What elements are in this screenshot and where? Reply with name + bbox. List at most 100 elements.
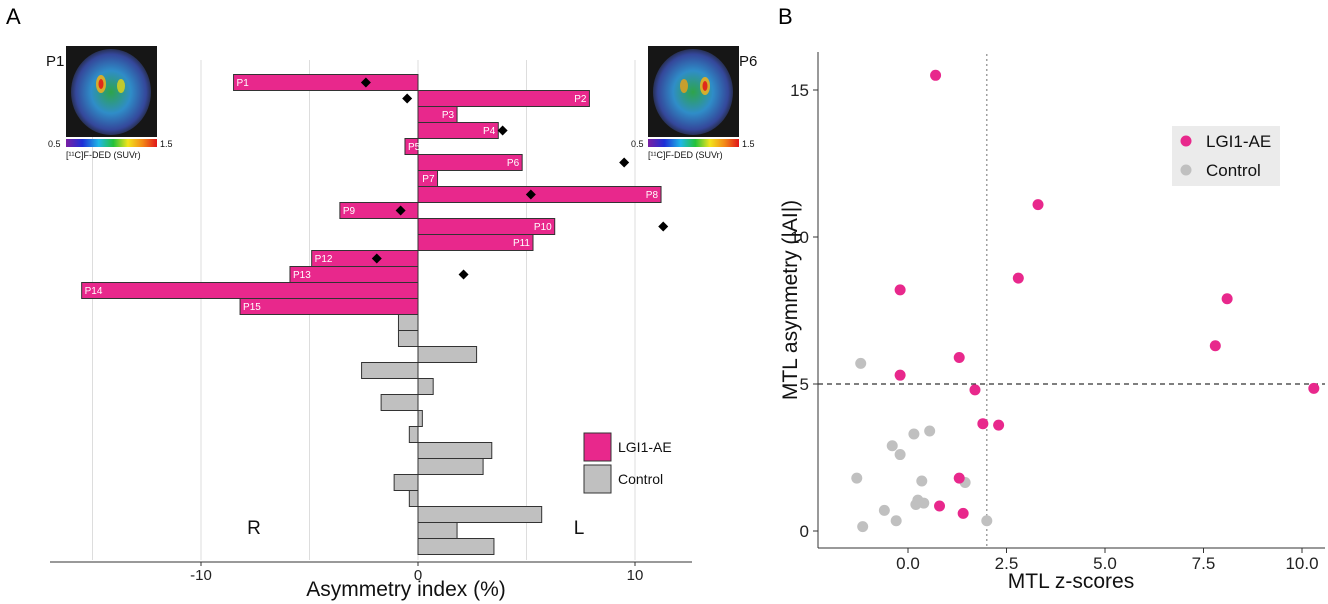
legend-b-lgi1-marker [1180, 135, 1192, 147]
inset-p1-brain [71, 49, 151, 135]
bar-label-p8: P8 [646, 190, 659, 201]
point-lgi1-6 [1209, 340, 1221, 352]
bar-control-5 [417, 378, 434, 395]
bar-label-p9: P9 [343, 206, 356, 217]
bar-control-15 [417, 538, 495, 555]
panel-b: B 0.0 2.5 5.0 7.5 10.0 0 5 10 15 MTL z-scores MT… [778, 4, 1325, 593]
bar-label-p7: P7 [422, 174, 435, 185]
panel-a-x-axis-title: Asymmetry index (%) [306, 578, 506, 601]
legend-a-lgi1-swatch [583, 432, 612, 462]
bar-lgi1-p6 [417, 154, 523, 171]
point-lgi1-3 [1012, 272, 1024, 284]
b-x-tick-label-5.0: 5.0 [1093, 554, 1117, 573]
marker-p6 [619, 157, 630, 168]
b-x-tick-label-2.5: 2.5 [995, 554, 1019, 573]
marker-p1 [360, 77, 371, 88]
legend-a-control-label: Control [618, 471, 663, 487]
panel-a-x-ticks: -10 0 10 [190, 562, 643, 584]
inset-p1-colorbar-max: 1.5 [160, 139, 173, 149]
bar-label-p11: P11 [513, 238, 530, 249]
bar-label-p10: P10 [534, 222, 552, 233]
bar-label-p12: P12 [315, 254, 333, 265]
panel-a-left-hemisphere-label: L [574, 518, 585, 539]
bar-control-1 [397, 314, 419, 331]
panel-b-legend: LGI1-AE Control [1172, 126, 1280, 186]
point-lgi1-14 [934, 500, 946, 512]
x-tick-label-0: 0 [414, 567, 422, 584]
point-control-5 [894, 449, 906, 461]
panel-b-x-axis-title: MTL z-scores [1008, 570, 1134, 593]
point-control-2 [924, 425, 936, 437]
point-lgi1-12 [993, 419, 1005, 431]
panel-b-reference-lines [818, 54, 1325, 548]
point-lgi1-11 [977, 418, 989, 430]
panel-b-points [851, 69, 1320, 533]
marker-p2 [402, 93, 413, 104]
b-x-tick-label-10.0: 10.0 [1285, 554, 1318, 573]
inset-p1-label: P1 [46, 53, 64, 70]
point-lgi1-5 [1221, 293, 1233, 305]
x-tick-label--10: -10 [190, 567, 212, 584]
point-lgi1-10 [1308, 382, 1320, 394]
panel-a-right-hemisphere-label: R [247, 518, 261, 539]
bar-lgi1-p15 [239, 298, 419, 315]
bar-control-12 [408, 490, 419, 507]
bar-control-8 [408, 426, 419, 443]
point-control-6 [916, 475, 928, 487]
bar-label-p3: P3 [442, 110, 455, 121]
legend-b-control-label: Control [1206, 161, 1261, 180]
inset-p6-colorbar [648, 139, 739, 147]
bar-lgi1-p2 [417, 90, 590, 107]
inset-p1-colorbar-min: 0.5 [48, 139, 61, 149]
legend-b-control-marker [1180, 164, 1192, 176]
bar-control-7 [417, 410, 423, 427]
point-lgi1-4 [894, 284, 906, 296]
inset-p6-colorbar-title: [¹¹C]F-DED (SUVr) [648, 150, 723, 160]
bar-control-9 [417, 442, 493, 459]
b-y-tick-label-10: 10 [790, 228, 809, 247]
bar-control-6 [380, 394, 419, 411]
bar-label-p1: P1 [237, 78, 250, 89]
inset-p6-hotspot-2 [680, 79, 688, 93]
bar-lgi1-p5 [404, 138, 419, 155]
panel-a-legend: LGI1-AE Control [583, 432, 672, 494]
marker-p4 [497, 125, 508, 136]
bar-label-p13: P13 [293, 270, 311, 281]
bar-lgi1-p8 [417, 186, 662, 203]
b-y-tick-label-5: 5 [800, 375, 809, 394]
inset-p1-hotspot-core [98, 79, 104, 89]
panel-b-ticks: 0.0 2.5 5.0 7.5 10.0 0 5 10 15 [790, 81, 1318, 573]
bar-label-p5: P5 [408, 142, 421, 153]
point-control-8 [851, 472, 863, 484]
legend-a-control-swatch [583, 464, 612, 494]
point-control-3 [908, 428, 920, 440]
point-control-14 [857, 521, 869, 533]
point-lgi1-13 [953, 472, 965, 484]
inset-p1-colorbar-title: [¹¹C]F-DED (SUVr) [66, 150, 141, 160]
bar-control-14 [417, 522, 458, 539]
inset-p6-colorbar-min: 0.5 [631, 139, 644, 149]
marker-p8 [525, 189, 536, 200]
point-lgi1-2 [1032, 199, 1044, 211]
b-x-tick-label-7.5: 7.5 [1192, 554, 1216, 573]
point-control-11 [910, 499, 922, 511]
inset-p6-colorbar-max: 1.5 [742, 139, 755, 149]
inset-p6-hotspot-core [702, 81, 708, 91]
bar-lgi1-p14 [81, 282, 419, 299]
marker-p12 [371, 253, 382, 264]
panel-b-y-axis-title: MTL asymmetry (|AI|) [779, 200, 802, 400]
panel-a-letter: A [6, 4, 21, 29]
point-control-12 [878, 504, 890, 516]
point-control-15 [981, 515, 993, 527]
inset-p1-hotspot-2 [117, 79, 125, 93]
bar-control-4 [361, 362, 419, 379]
point-lgi1-9 [969, 384, 981, 396]
bar-label-p2: P2 [574, 94, 587, 105]
bar-control-10 [417, 458, 484, 475]
bar-label-p4: P4 [483, 126, 496, 137]
bar-lgi1-p9 [339, 202, 419, 219]
point-control-13 [890, 515, 902, 527]
b-y-tick-label-0: 0 [800, 522, 809, 541]
